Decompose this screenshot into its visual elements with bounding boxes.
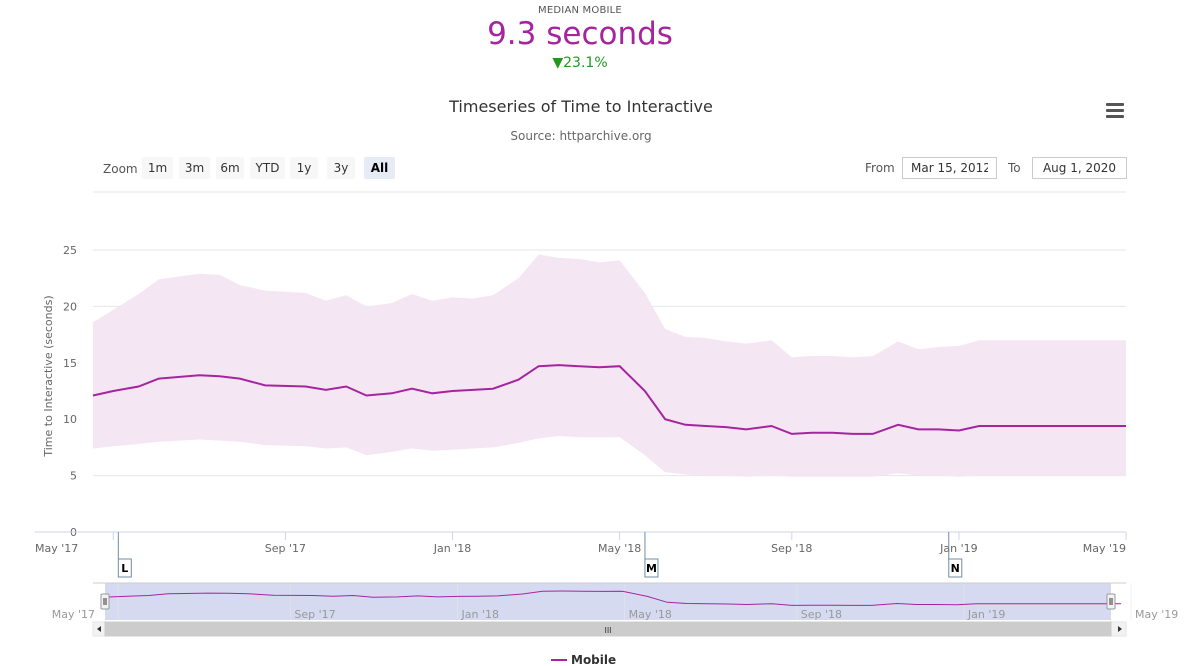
x-tick-label: May '19 (1083, 542, 1126, 555)
y-tick-label: 20 (63, 300, 77, 313)
zoom-button-6m[interactable]: 6m (216, 157, 244, 179)
zoom-button-3y[interactable]: 3y (327, 157, 355, 179)
y-tick-label: 5 (70, 470, 77, 483)
series-line-mobile (92, 364, 1126, 435)
x-tick-label: Sep '17 (265, 542, 306, 555)
navigator-series-line (103, 590, 1122, 606)
legend-item-mobile[interactable]: Mobile (551, 653, 616, 666)
x-tick-label: Sep '18 (771, 542, 812, 555)
navigator-right-handle[interactable] (1106, 593, 1116, 610)
zoom-button-3m[interactable]: 3m (179, 157, 210, 179)
navigator-tick-label: Sep '18 (801, 608, 842, 621)
y-axis-label: Time to Interactive (seconds) (42, 295, 55, 457)
chart-menu-icon[interactable] (1104, 103, 1126, 121)
y-tick-label: 15 (63, 357, 77, 370)
x-tick-label: May '17 (35, 542, 78, 555)
from-date-input[interactable] (902, 157, 997, 179)
x-tick-label: Jan '18 (433, 542, 471, 555)
percentile-band (93, 254, 1126, 477)
zoom-button-1y[interactable]: 1y (290, 157, 318, 179)
navigator-left-handle[interactable] (100, 593, 110, 610)
navigator-mask (105, 583, 1111, 620)
annotation-flag (117, 558, 132, 578)
navigator-tick-label: May '17 (52, 608, 95, 621)
to-label: To (1008, 161, 1021, 175)
navigator-tick-label: Sep '17 (294, 608, 335, 621)
annotation-label: L (121, 562, 128, 575)
navigator-tick-label: Jan '19 (967, 608, 1005, 621)
navigator-tick-label: May '18 (629, 608, 672, 621)
annotation-label: M (646, 562, 657, 575)
zoom-button-ytd[interactable]: YTD (250, 157, 285, 179)
scrollbar-thumb[interactable] (104, 621, 1112, 637)
navigator-tick-label: Jan '18 (461, 608, 499, 621)
legend-label: Mobile (571, 653, 616, 666)
zoom-label: Zoom (103, 162, 138, 176)
x-tick-label: May '18 (598, 542, 641, 555)
from-label: From (865, 161, 895, 175)
annotation-flag (948, 558, 963, 578)
metric-label: MEDIAN MOBILE (538, 5, 622, 16)
metric-change: ▼23.1% (552, 55, 608, 71)
annotation-label: N (951, 562, 960, 575)
navigator-tick-label: May '19 (1135, 608, 1178, 621)
scrollbar-grip: III (604, 626, 611, 635)
metric-value: 9.3 seconds (487, 16, 673, 52)
to-date-input[interactable] (1032, 157, 1127, 179)
chart-subtitle: Source: httparchive.org (510, 129, 651, 143)
chart-title: Timeseries of Time to Interactive (448, 97, 713, 116)
y-tick-label: 25 (63, 244, 77, 257)
zoom-button-1m[interactable]: 1m (142, 157, 173, 179)
y-tick-label: 10 (63, 413, 77, 426)
zoom-button-all[interactable]: All (364, 157, 395, 179)
annotation-flag (644, 558, 659, 578)
scroll-left-arrow-icon[interactable] (97, 626, 101, 632)
scroll-right-arrow-icon[interactable] (1118, 626, 1122, 632)
x-tick-label: Jan '19 (939, 542, 977, 555)
